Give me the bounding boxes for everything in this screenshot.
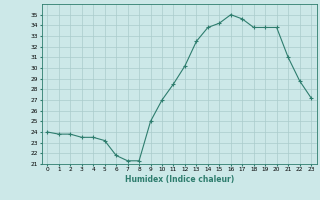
- X-axis label: Humidex (Indice chaleur): Humidex (Indice chaleur): [124, 175, 234, 184]
